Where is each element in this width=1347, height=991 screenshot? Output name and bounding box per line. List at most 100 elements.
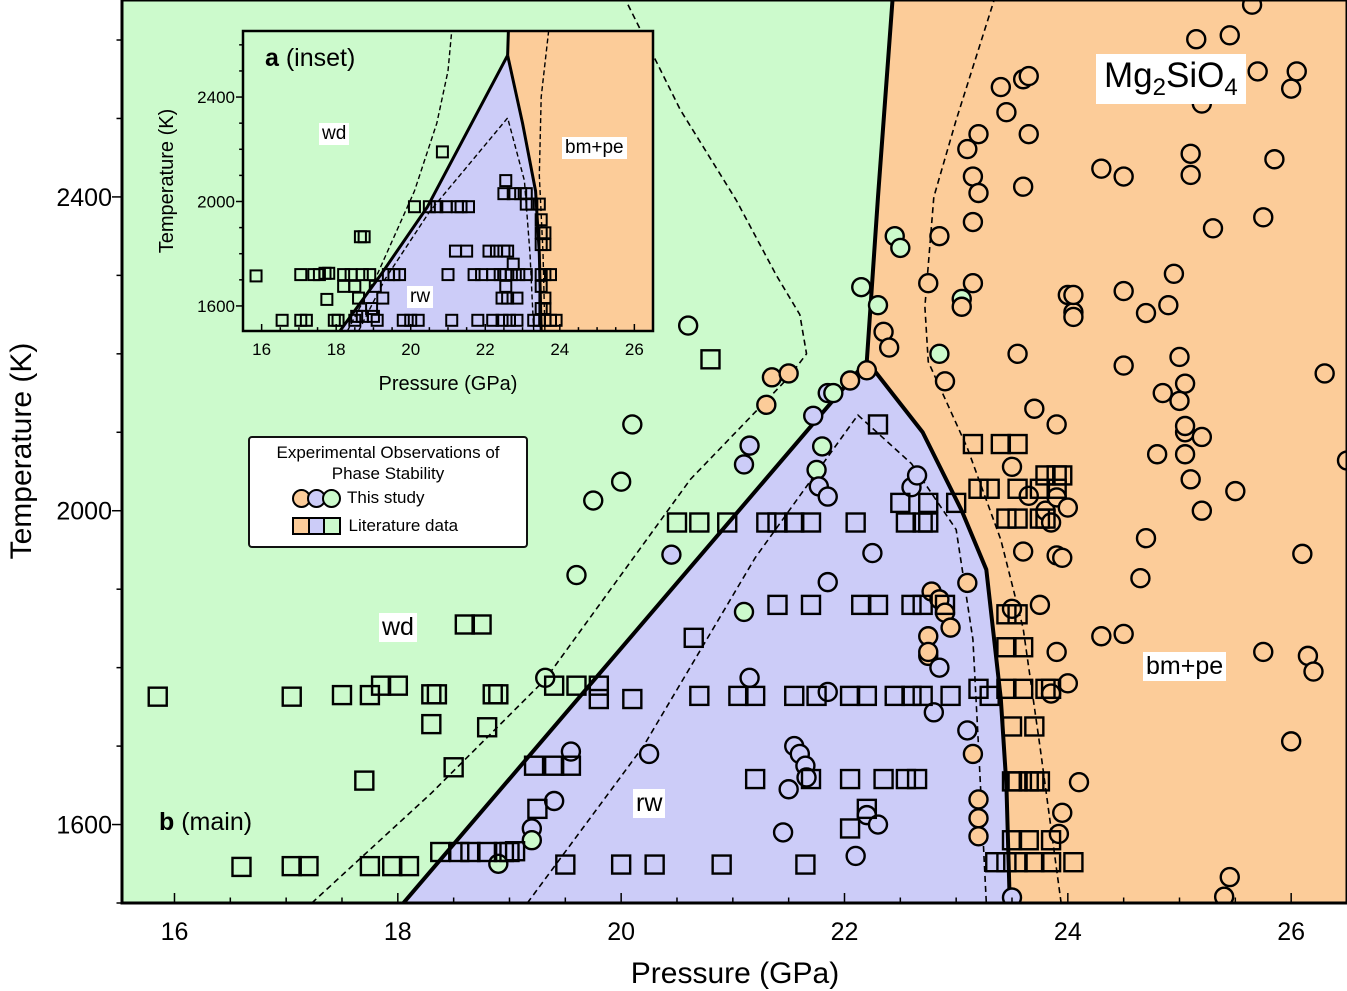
data-point-square (534, 213, 548, 227)
data-point-square (839, 768, 861, 790)
data-point-circle (867, 294, 889, 316)
data-point-circle (1012, 176, 1034, 197)
data-point-square (449, 841, 470, 863)
y-tick-label: 1600 (197, 297, 235, 316)
data-point-square (839, 685, 861, 707)
data-point-square (895, 768, 917, 790)
data-point-square (728, 685, 749, 707)
formula-mg: Mg (1104, 56, 1153, 95)
data-point-square (368, 279, 382, 293)
inset-axes: 16 18 20 22 24 26 1600 2000 2400 (197, 29, 655, 359)
data-point-square (501, 244, 515, 258)
data-point-square (354, 770, 375, 791)
data-point-square (281, 855, 302, 877)
main-panel-letter: b (159, 808, 175, 836)
region-label-rw: rw (633, 789, 666, 818)
data-point-square (147, 686, 168, 707)
data-point-square (503, 313, 516, 327)
data-point-square (294, 268, 308, 282)
data-point-circle (957, 138, 978, 160)
data-point-square (543, 675, 565, 696)
data-point-square (430, 200, 444, 214)
data-point-square (543, 755, 565, 776)
data-point-square (901, 594, 922, 616)
data-point-square (407, 200, 421, 214)
data-point-square (462, 200, 475, 214)
data-point-square (851, 594, 872, 616)
data-point-circle (1180, 164, 1201, 186)
data-point-circle (957, 720, 978, 741)
data-point-square (231, 856, 252, 878)
legend-title-line2: Phase Stability (331, 464, 445, 483)
data-point-square (525, 197, 539, 211)
data-point-square (460, 841, 481, 863)
data-point-square (506, 257, 520, 271)
data-point-circle (856, 360, 878, 381)
data-point-circle (1169, 346, 1190, 368)
data-point-circle (778, 363, 799, 384)
x-tick-label: 20 (401, 340, 420, 359)
phase-boundary-wd-rw (401, 359, 869, 903)
data-point-square (486, 313, 500, 327)
data-point-circle (940, 617, 961, 638)
data-point-square (331, 313, 345, 327)
data-point-square (504, 841, 526, 862)
main-panel-suffix: (main) (181, 808, 253, 836)
data-point-square (1001, 830, 1023, 851)
data-point-square (1035, 508, 1056, 529)
data-point-square (689, 512, 710, 533)
formula-sub-4: 4 (1224, 74, 1238, 101)
data-point-circle (962, 743, 984, 765)
data-point-square (1012, 637, 1034, 658)
data-point-circle (661, 544, 682, 565)
data-point-square (1029, 771, 1051, 792)
data-point-circle (1241, 0, 1263, 15)
data-point-circle (968, 123, 989, 145)
data-point-square (784, 685, 805, 707)
data-point-square (968, 478, 989, 499)
y-tick-label: 2400 (56, 184, 112, 212)
data-point-circle (823, 382, 844, 404)
data-point-square (588, 675, 610, 696)
data-point-circle (1057, 497, 1079, 518)
x-tick-label: 18 (327, 340, 346, 359)
region-bm-pe (507, 31, 653, 331)
data-point-circle (929, 343, 950, 365)
data-point-square (1040, 678, 1062, 700)
data-point-square (912, 594, 933, 616)
data-point-square (471, 614, 492, 635)
data-point-square (996, 852, 1017, 873)
data-point-square (488, 684, 509, 705)
inset-region-label-bm-pe: bm+pe (562, 137, 627, 159)
data-point-square (355, 268, 369, 282)
data-point-circle (929, 657, 950, 678)
data-point-circle (968, 182, 989, 204)
data-point-square (985, 852, 1006, 873)
data-point-square (700, 349, 721, 370)
data-point-square (560, 755, 582, 776)
data-point-square (538, 238, 552, 252)
x-tick-label: 16 (252, 340, 271, 359)
data-point-circle (1113, 355, 1134, 376)
data-point-circle (1158, 294, 1179, 316)
data-point-square (497, 187, 511, 201)
data-point-circle (543, 790, 565, 812)
plot-frame (120, 0, 1347, 905)
formula-sub-2: 2 (1152, 74, 1166, 101)
data-point-square (435, 145, 449, 159)
data-point-circle (1152, 382, 1173, 404)
data-point-square (968, 678, 989, 700)
data-point-circle (968, 826, 989, 847)
inset-plot-area (243, 31, 653, 331)
data-point-circle (817, 571, 838, 593)
data-point-square (610, 854, 632, 875)
data-point-square (744, 768, 766, 790)
data-point-circle (1024, 398, 1045, 419)
region-label-bm-pe: bm+pe (1143, 652, 1227, 681)
data-point-circle (1219, 25, 1240, 46)
legend: Experimental Observations of Phase Stabi… (248, 436, 528, 548)
data-point-square (588, 688, 610, 710)
data-point-circle (968, 808, 989, 829)
data-point-circle (1146, 444, 1168, 465)
data-point-circle (1280, 78, 1302, 99)
